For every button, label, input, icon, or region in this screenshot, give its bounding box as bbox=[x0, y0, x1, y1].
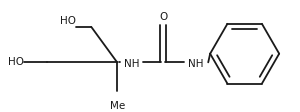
Text: O: O bbox=[159, 12, 167, 22]
Text: Me: Me bbox=[110, 101, 125, 111]
Text: HO: HO bbox=[60, 16, 76, 26]
Text: NH: NH bbox=[188, 59, 203, 69]
Text: HO: HO bbox=[8, 57, 24, 67]
Text: NH: NH bbox=[124, 59, 139, 69]
